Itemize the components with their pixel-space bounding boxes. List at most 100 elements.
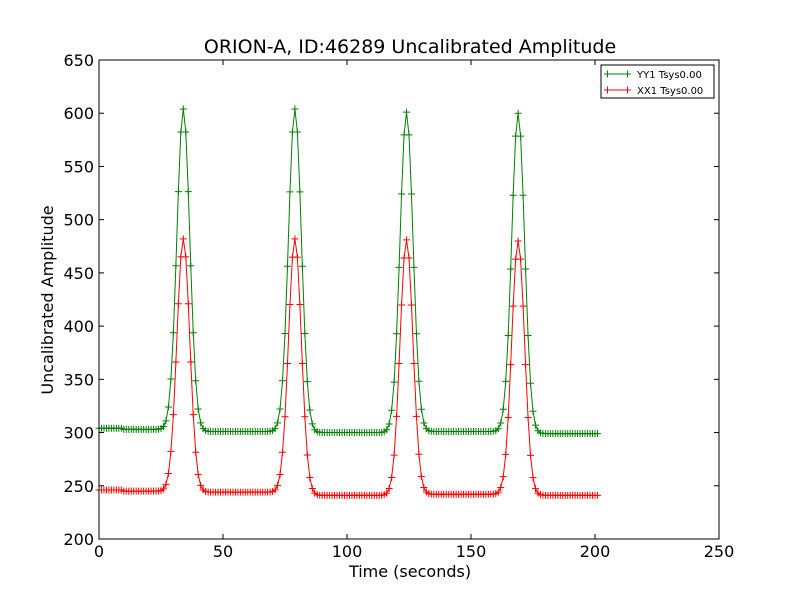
data-point — [504, 413, 512, 421]
data-point — [410, 263, 418, 271]
data-point — [286, 188, 294, 196]
data-point — [383, 426, 391, 434]
data-point — [293, 128, 301, 136]
data-point — [286, 301, 294, 309]
data-point — [494, 425, 502, 433]
data-point — [187, 262, 195, 270]
data-point — [291, 105, 299, 113]
data-point — [593, 491, 601, 499]
data-point — [383, 489, 391, 497]
data-point — [385, 485, 393, 493]
legend-item: YY1 Tsys0.00 — [604, 70, 702, 81]
y-tick-label: 650 — [63, 51, 94, 70]
data-point — [519, 191, 527, 199]
data-point — [184, 188, 192, 196]
data-point — [522, 265, 530, 273]
data-point — [509, 191, 517, 199]
data-point — [388, 406, 396, 414]
data-point — [519, 302, 527, 310]
data-point — [291, 235, 299, 243]
data-point — [517, 132, 525, 140]
data-point — [531, 485, 539, 493]
data-point — [507, 265, 515, 273]
legend-marker — [604, 86, 631, 94]
data-point — [308, 485, 316, 493]
legend-label: XX1 Tsys0.00 — [637, 86, 703, 97]
data-point — [403, 236, 411, 244]
data-point — [420, 484, 428, 492]
data-point — [274, 481, 282, 489]
data-point — [393, 330, 401, 338]
data-point — [417, 473, 425, 481]
data-point — [164, 403, 172, 411]
data-point — [502, 377, 510, 385]
data-point — [494, 488, 502, 496]
data-point — [524, 413, 532, 421]
data-point — [293, 253, 301, 261]
y-axis-label: Uncalibrated Amplitude — [38, 205, 57, 394]
x-tick-label: 150 — [456, 542, 487, 561]
tick-layer: 0 50 100 150 200 250 200 250 300 350 400 450 500 550 6… — [63, 51, 734, 561]
data-point — [187, 358, 195, 366]
data-point — [405, 254, 413, 262]
data-point — [504, 332, 512, 340]
data-point — [306, 473, 314, 481]
data-point — [412, 330, 420, 338]
series-yy1 — [95, 105, 601, 438]
data-point — [281, 413, 289, 421]
data-point — [179, 235, 187, 243]
y-tick-label: 400 — [63, 317, 94, 336]
data-point — [529, 474, 537, 482]
data-point — [398, 190, 406, 198]
data-point — [169, 329, 177, 337]
legend-box — [600, 64, 715, 99]
data-point — [420, 419, 428, 427]
x-tick-label: 0 — [94, 542, 104, 561]
data-point — [390, 451, 398, 459]
data-point — [276, 405, 284, 413]
data-point — [167, 447, 175, 455]
data-point — [514, 237, 522, 245]
x-tick-label: 50 — [213, 542, 233, 561]
data-point — [301, 413, 309, 421]
legend-label: YY1 Tsys0.00 — [636, 70, 702, 81]
data-point — [412, 412, 420, 420]
data-point — [182, 253, 190, 261]
data-point — [192, 377, 200, 385]
data-point — [497, 419, 505, 427]
data-point — [162, 417, 170, 425]
y-tick-label: 550 — [63, 157, 94, 176]
data-point — [403, 108, 411, 116]
data-point — [271, 425, 279, 433]
data-point — [497, 484, 505, 492]
data-point — [179, 105, 187, 113]
data-point — [159, 485, 167, 493]
data-point — [303, 451, 311, 459]
data-point — [308, 420, 316, 428]
data-point — [283, 360, 291, 368]
data-point — [281, 329, 289, 337]
data-point — [174, 188, 182, 196]
y-tick-label: 250 — [63, 477, 94, 496]
data-point — [167, 375, 175, 383]
data-point — [410, 360, 418, 368]
y-tick-label: 600 — [63, 104, 94, 123]
data-point — [531, 421, 539, 429]
data-point — [527, 379, 535, 387]
legend-marker — [604, 70, 631, 78]
data-point — [164, 470, 172, 478]
plot-area: 0 50 100 150 200 250 200 250 300 350 400 450 500 550 6… — [63, 51, 734, 561]
y-tick-label: 350 — [63, 370, 94, 389]
data-point — [306, 406, 314, 414]
data-point — [509, 302, 517, 310]
data-point — [388, 474, 396, 482]
x-axis-label: Time (seconds) — [348, 562, 471, 581]
data-point — [279, 377, 287, 385]
data-point — [593, 430, 601, 438]
data-point — [172, 358, 180, 366]
data-point — [174, 300, 182, 308]
x-tick-label: 200 — [580, 542, 611, 561]
data-point — [303, 378, 311, 386]
data-point — [298, 262, 306, 270]
